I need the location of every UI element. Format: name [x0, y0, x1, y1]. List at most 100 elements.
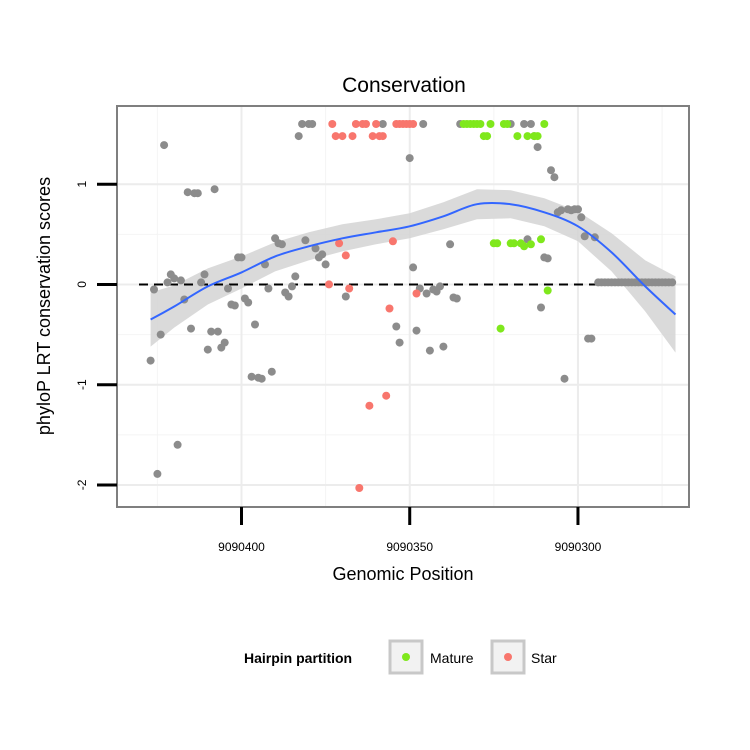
point-star-3 [335, 239, 344, 248]
point-other-55 [392, 322, 401, 331]
legend-dot-star [504, 653, 512, 661]
point-star-8 [351, 120, 360, 128]
point-other-57 [405, 154, 414, 163]
point-other-82 [550, 173, 559, 182]
point-star-5 [341, 251, 350, 260]
point-other-16 [200, 270, 209, 279]
point-other-58 [409, 263, 418, 272]
point-other-63 [425, 346, 434, 355]
point-star-12 [365, 401, 374, 410]
point-star-18 [385, 304, 394, 313]
point-other-61 [419, 120, 428, 128]
point-mature-15 [510, 239, 518, 248]
smooth-trend-line [150, 201, 677, 321]
point-other-0 [146, 356, 155, 365]
point-other-59 [412, 326, 421, 335]
point-other-14 [193, 189, 202, 198]
point-other-52 [321, 260, 330, 269]
point-other-56 [395, 338, 404, 347]
point-other-49 [311, 244, 320, 253]
point-mature-16 [513, 132, 522, 141]
point-other-75 [526, 120, 535, 128]
point-star-14 [372, 120, 381, 128]
point-other-36 [267, 367, 276, 376]
legend-key-mature [388, 639, 424, 675]
point-other-31 [251, 320, 259, 329]
point-mature-10 [493, 239, 502, 248]
y-tick-label-1: -1 [75, 379, 89, 390]
point-other-43 [291, 272, 300, 281]
legend-title: Hairpin partition [244, 650, 352, 666]
point-star-13 [368, 132, 377, 141]
point-star-19 [388, 237, 397, 246]
point-star-11 [362, 120, 370, 128]
point-other-5 [163, 278, 172, 287]
point-other-62 [422, 289, 431, 298]
point-star-4 [338, 132, 347, 141]
point-other-8 [173, 440, 182, 449]
point-other-33 [257, 374, 266, 383]
point-other-22 [220, 338, 229, 347]
point-star-17 [382, 391, 391, 400]
point-other-77 [533, 143, 542, 152]
point-other-93 [587, 334, 596, 343]
point-other-19 [210, 185, 219, 194]
x-axis: 9090400 9090350 9090300 [218, 507, 602, 554]
point-other-53 [341, 292, 350, 301]
point-other-90 [577, 213, 586, 222]
point-other-41 [284, 292, 293, 301]
x-tick-label-0: 9090400 [218, 540, 265, 554]
point-mature-7 [483, 132, 492, 141]
legend-dot-mature [402, 653, 410, 661]
point-other-25 [230, 301, 239, 310]
chart-title: Conservation [342, 74, 466, 97]
point-star-6 [345, 284, 354, 293]
point-mature-5 [476, 120, 485, 128]
point-other-54 [378, 120, 387, 128]
point-star-16 [378, 132, 387, 141]
point-other-2 [153, 469, 162, 478]
point-star-1 [328, 120, 337, 128]
data-points [146, 120, 677, 492]
y-tick-label-0: -2 [75, 479, 89, 490]
point-other-66 [436, 282, 444, 291]
point-other-30 [247, 372, 256, 381]
point-other-11 [183, 188, 192, 197]
point-other-20 [213, 327, 222, 336]
point-star-9 [355, 484, 364, 492]
point-other-91 [580, 232, 589, 241]
point-mature-23 [537, 235, 545, 244]
point-star-26 [412, 289, 421, 298]
plot-background [117, 106, 689, 507]
point-other-51 [318, 250, 327, 259]
point-star-0 [325, 280, 333, 289]
x-tick-label-1: 9090350 [386, 540, 433, 554]
point-other-23 [224, 284, 232, 293]
point-star-2 [331, 132, 340, 141]
plot-border [116, 105, 690, 508]
point-other-4 [160, 141, 169, 150]
point-mature-22 [533, 132, 542, 141]
point-other-89 [574, 205, 582, 214]
point-star-7 [348, 132, 357, 141]
x-axis-title: Genomic Position [332, 564, 473, 584]
y-tick-label-3: 1 [75, 181, 89, 188]
point-other-1 [150, 285, 158, 294]
y-axis-title: phyloP LRT conservation scores [34, 177, 54, 435]
point-other-29 [244, 298, 253, 307]
point-other-3 [156, 330, 165, 339]
point-mature-19 [523, 132, 532, 141]
point-other-45 [298, 120, 307, 128]
y-axis: -2 -1 0 1 [75, 181, 117, 490]
point-mature-18 [520, 242, 529, 251]
point-other-9 [176, 276, 185, 285]
point-mature-8 [486, 120, 495, 128]
point-mature-25 [543, 286, 552, 295]
point-other-81 [547, 166, 555, 175]
point-other-44 [294, 132, 303, 141]
legend-label-star: Star [531, 650, 557, 666]
point-other-35 [264, 284, 273, 293]
point-other-42 [288, 282, 296, 291]
point-mature-24 [540, 120, 549, 128]
